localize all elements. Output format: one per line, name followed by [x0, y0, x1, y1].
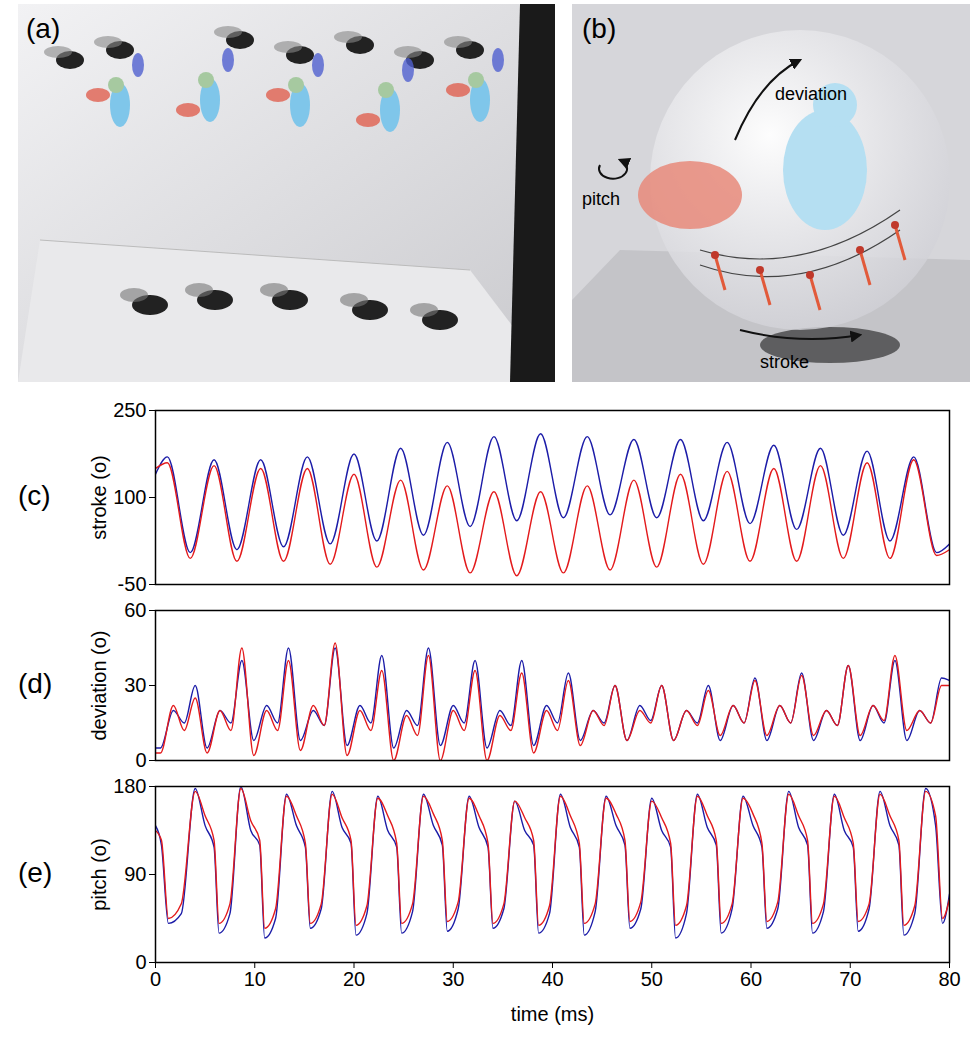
svg-text:90: 90: [124, 863, 146, 885]
svg-text:30: 30: [442, 968, 464, 990]
svg-text:pitch (o): pitch (o): [88, 838, 110, 910]
svg-text:-50: -50: [118, 573, 147, 595]
svg-text:stroke: stroke: [760, 352, 809, 372]
svg-text:250: 250: [113, 399, 146, 421]
svg-text:(a): (a): [26, 13, 60, 44]
svg-text:time (ms): time (ms): [511, 1003, 594, 1025]
svg-text:50: 50: [641, 968, 663, 990]
svg-text:60: 60: [740, 968, 762, 990]
html-text:(d): (d): [18, 668, 53, 699]
svg-text:40: 40: [541, 968, 563, 990]
svg-text:0: 0: [135, 951, 146, 973]
svg-text:deviation (o): deviation (o): [88, 630, 110, 740]
svg-text:10: 10: [244, 968, 266, 990]
svg-text:60: 60: [124, 599, 146, 621]
svg-text:100: 100: [113, 486, 146, 508]
svg-text:80: 80: [938, 968, 960, 990]
html-text:(e): (e): [18, 857, 53, 888]
svg-text:pitch: pitch: [582, 189, 620, 209]
svg-text:stroke (o): stroke (o): [88, 455, 110, 539]
svg-text:0: 0: [150, 968, 161, 990]
svg-text:30: 30: [124, 674, 146, 696]
svg-text:(b): (b): [582, 13, 616, 44]
svg-text:70: 70: [839, 968, 861, 990]
html-text:(c): (c): [18, 480, 51, 511]
svg-text:0: 0: [135, 749, 146, 771]
svg-text:180: 180: [113, 775, 146, 797]
svg-text:20: 20: [343, 968, 365, 990]
svg-text:deviation: deviation: [775, 84, 847, 104]
